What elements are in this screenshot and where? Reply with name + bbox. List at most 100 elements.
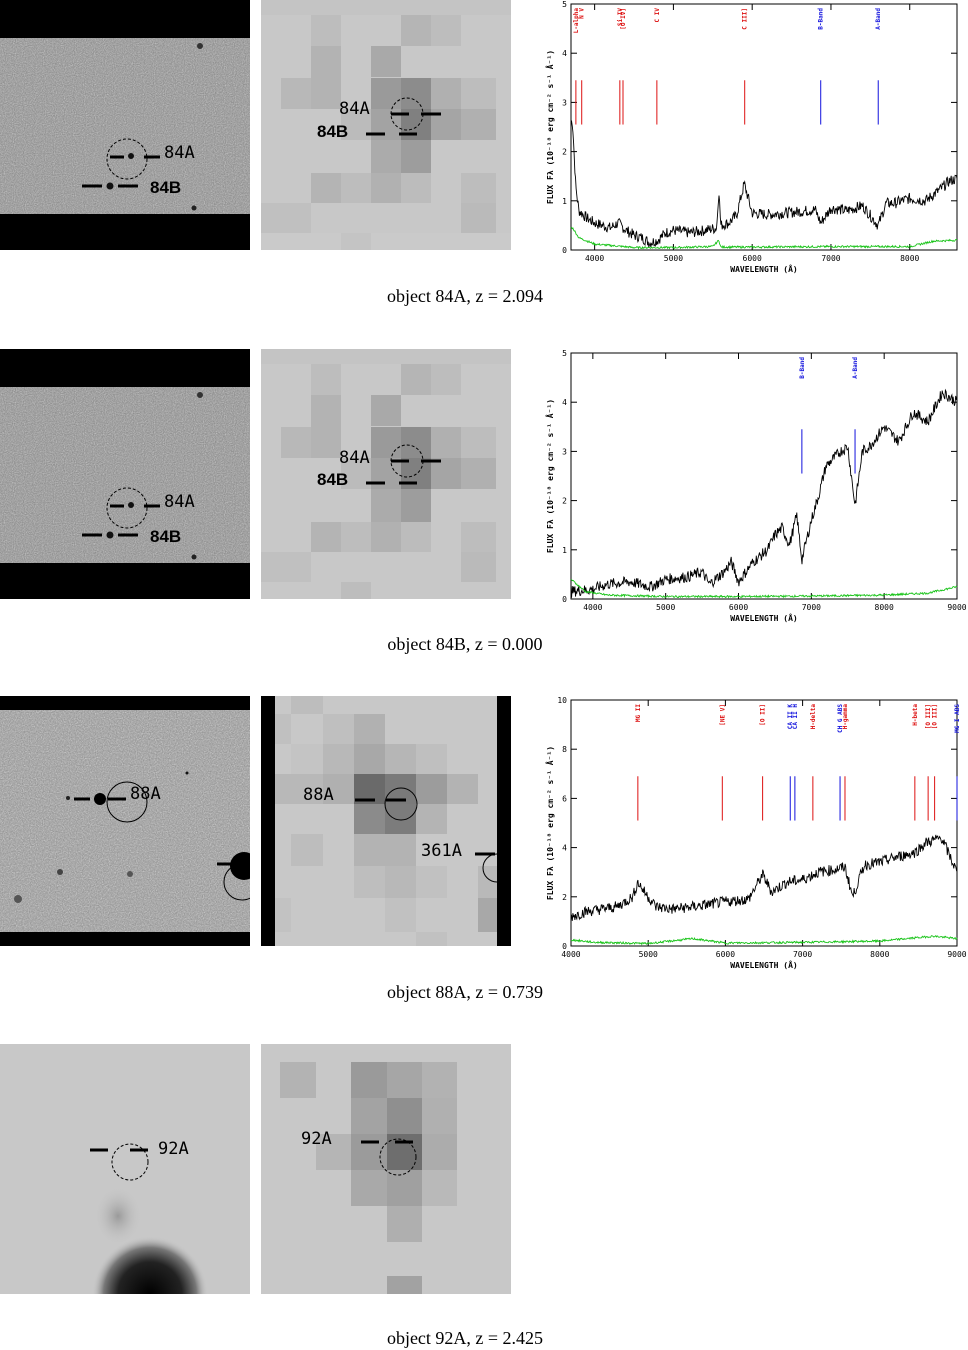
sky-image-92A: 92A <box>0 1044 250 1294</box>
sky-image-88A: 88A <box>0 696 250 946</box>
x-tick-label: 8000 <box>875 603 894 612</box>
y-tick-label: 2 <box>562 497 567 506</box>
cutout-label-84A: 84A <box>339 99 370 119</box>
feature-label: Si IV <box>617 8 624 26</box>
flux-series <box>570 388 958 599</box>
label-84A: 84A <box>164 143 195 163</box>
pixel-grid <box>261 349 511 599</box>
flux-series <box>570 120 958 248</box>
label-88A: 88A <box>130 784 161 804</box>
x-tick-label: 9000 <box>947 950 966 959</box>
y-tick-label: 5 <box>562 349 567 358</box>
y-tick-label: 4 <box>562 844 567 853</box>
y-axis-label: FLUX Fλ (10⁻¹⁸ erg cm⁻² s⁻¹ Å⁻¹) <box>545 746 555 900</box>
x-tick-label: 7000 <box>802 603 821 612</box>
feature-label: C IV <box>654 8 661 23</box>
y-axis-label: FLUX Fλ (10⁻¹⁸ erg cm⁻² s⁻¹ Å⁻¹) <box>545 50 555 204</box>
error-series <box>570 226 958 250</box>
y-tick-label: 4 <box>562 398 567 407</box>
x-axis-label: WAVELENGTH (Å) <box>730 960 797 970</box>
y-tick-label: 0 <box>562 246 567 255</box>
feature-label: MG II <box>635 704 642 722</box>
x-tick-label: 6000 <box>729 603 748 612</box>
feature-label: MG I ABS <box>954 704 961 733</box>
feature-label: CA II K <box>787 704 794 730</box>
cutout-label-84B: 84B <box>317 470 348 489</box>
x-tick-label: 4000 <box>561 950 580 959</box>
x-tick-label: 4000 <box>585 254 604 263</box>
sky-image-84B: 84A 84B <box>0 349 250 599</box>
sky-image-84A: 84A 84B <box>0 0 250 250</box>
y-tick-label: 8 <box>562 745 567 754</box>
x-tick-label: 8000 <box>870 950 889 959</box>
y-tick-label: 4 <box>562 49 567 58</box>
y-tick-label: 6 <box>562 794 567 803</box>
x-axis-label: WAVELENGTH (Å) <box>730 613 797 623</box>
x-tick-label: 6000 <box>743 254 762 263</box>
feature-label: [O III] <box>932 704 939 729</box>
y-tick-label: 1 <box>562 197 567 206</box>
pixel-cutout-84B: 84A 84B <box>261 349 511 599</box>
pixel-cutout-84A: 84A 84B <box>261 0 511 250</box>
y-tick-label: 3 <box>562 98 567 107</box>
x-tick-label: 5000 <box>656 603 675 612</box>
caption-84B: object 84B, z = 0.000 <box>387 634 543 654</box>
plot-frame <box>570 352 958 600</box>
label-84B: 84B <box>150 178 181 197</box>
pixel-cutout-88A: 88A 361A <box>261 696 511 946</box>
y-tick-label: 0 <box>562 942 567 951</box>
feature-label: [O IV] <box>620 8 627 30</box>
caption-88A: object 88A, z = 0.739 <box>386 982 544 1002</box>
feature-label: B-Band <box>818 8 825 30</box>
pixel-cutout-92A: 92A <box>261 1044 511 1294</box>
cutout-label-88A: 88A <box>303 785 334 805</box>
y-tick-label: 3 <box>562 447 567 456</box>
cutout-label-92A: 92A <box>301 1129 332 1149</box>
y-tick-label: 1 <box>562 546 567 555</box>
pixel-grid <box>261 0 511 250</box>
y-tick-label: 0 <box>562 595 567 604</box>
plot-frame <box>570 3 958 251</box>
feature-label: A-Band <box>852 357 859 379</box>
feature-label: C III] <box>742 8 749 30</box>
feature-label: [O II] <box>760 704 767 726</box>
label-92A: 92A <box>158 1139 189 1159</box>
spectrum-84B: 4000 5000 6000 7000 8000 9000 0 1 2 3 4 5 WAVELENGTH… <box>545 349 967 623</box>
cutout-label-84B: 84B <box>317 122 348 141</box>
spectrum-88A: 4000 5000 6000 7000 8000 9000 0 2 4 6 8 10 WAVELENGT… <box>545 696 967 970</box>
caption-92A: object 92A, z = 2.425 <box>386 1328 544 1348</box>
feature-label: H-gamma <box>842 704 849 730</box>
error-series <box>570 579 958 599</box>
cutout-label-361A: 361A <box>421 841 462 861</box>
x-tick-label: 4000 <box>583 603 602 612</box>
x-tick-label: 5000 <box>639 950 658 959</box>
cutout-label-84A: 84A <box>339 448 370 468</box>
y-tick-label: 2 <box>562 148 567 157</box>
y-tick-label: 10 <box>557 696 567 705</box>
label-84B: 84B <box>150 527 181 546</box>
caption-84A: object 84A, z = 2.094 <box>386 286 544 306</box>
pixel-grid <box>275 696 497 946</box>
y-axis-label: FLUX Fλ (10⁻¹⁸ erg cm⁻² s⁻¹ Å⁻¹) <box>545 399 555 553</box>
feature-label: [NE V] <box>719 704 726 726</box>
feature-label: A-Band <box>875 8 882 30</box>
feature-label: L-alpha <box>573 8 580 34</box>
x-tick-label: 8000 <box>900 254 919 263</box>
feature-label: [O III] <box>925 704 932 729</box>
error-series <box>570 935 958 946</box>
x-tick-label: 7000 <box>793 950 812 959</box>
y-tick-label: 5 <box>562 0 567 9</box>
feature-label: H-beta <box>912 704 919 726</box>
feature-label: CH G ABS <box>837 704 844 733</box>
feature-label: N V <box>579 8 586 19</box>
x-tick-label: 5000 <box>664 254 683 263</box>
label-84A: 84A <box>164 492 195 512</box>
y-tick-label: 2 <box>562 893 567 902</box>
x-tick-label: 9000 <box>947 603 966 612</box>
feature-label: H-delta <box>810 704 817 730</box>
spectrum-84A: 4000 5000 6000 7000 8000 0 1 2 3 4 5 WAVELENGTH (Å)… <box>545 0 958 274</box>
pixel-grid <box>280 1062 457 1294</box>
flux-series <box>570 834 958 921</box>
x-tick-label: 7000 <box>821 254 840 263</box>
feature-label: CA II H <box>792 704 799 730</box>
